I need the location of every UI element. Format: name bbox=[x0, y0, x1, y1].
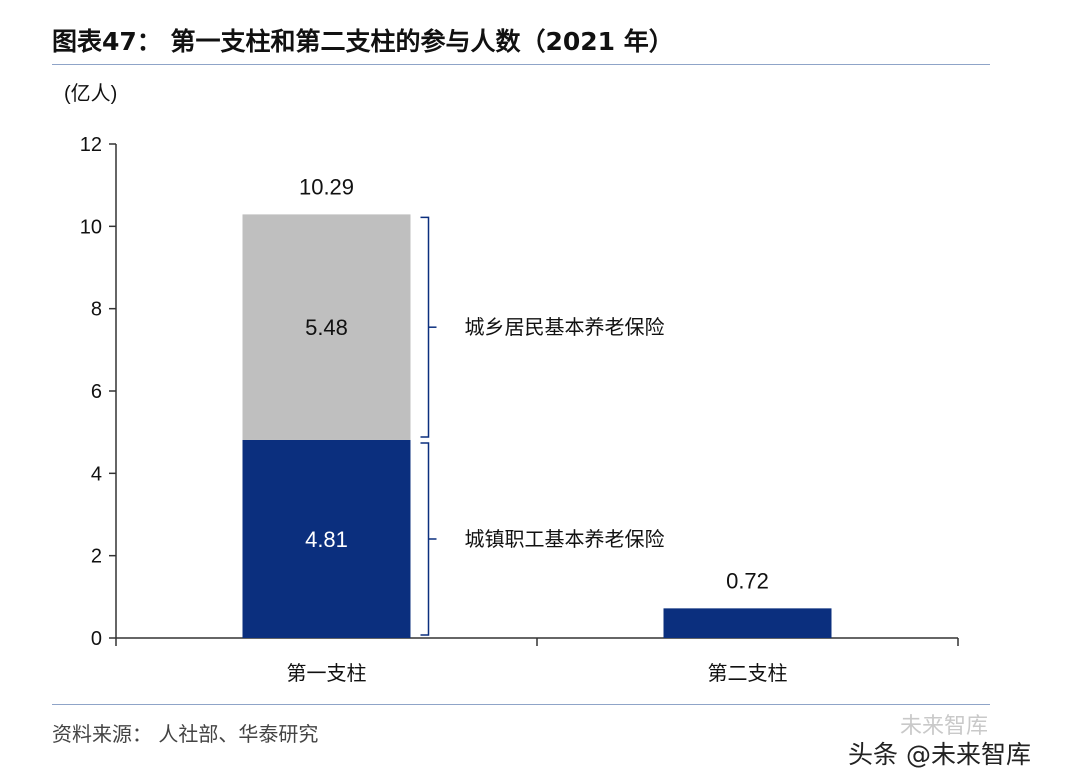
x-category-label: 第二支柱 bbox=[708, 661, 788, 685]
bar-total-label: 0.72 bbox=[726, 568, 769, 593]
series-name-label: 城乡居民基本养老保险 bbox=[465, 315, 665, 339]
bar-segment bbox=[242, 439, 411, 638]
series-bracket bbox=[420, 442, 430, 636]
y-tick-label: 0 bbox=[91, 628, 102, 650]
bar-segment bbox=[663, 608, 832, 638]
y-tick-label: 8 bbox=[91, 299, 102, 321]
bar-value-label: 5.48 bbox=[305, 315, 348, 340]
y-axis-unit-label: (亿人) bbox=[64, 82, 117, 105]
series-bracket bbox=[420, 216, 430, 438]
bar-segment bbox=[242, 214, 411, 440]
y-tick-label: 10 bbox=[80, 216, 102, 238]
x-category-label: 第一支柱 bbox=[287, 661, 367, 685]
bar-value-label: 4.81 bbox=[305, 527, 348, 552]
chart-title: 图表47： 第一支柱和第二支柱的参与人数（2021 年） bbox=[52, 27, 674, 56]
watermark-faint: 未来智库 bbox=[900, 714, 989, 739]
series-name-label: 城镇职工基本养老保险 bbox=[465, 527, 665, 551]
title-divider bbox=[52, 64, 990, 65]
source-note: 资料来源： 人社部、华泰研究 bbox=[52, 722, 319, 746]
y-tick-label: 2 bbox=[91, 546, 102, 568]
bar-total-label: 10.29 bbox=[299, 174, 354, 199]
y-tick-label: 6 bbox=[91, 381, 102, 403]
source-divider bbox=[52, 704, 990, 705]
y-tick-label: 4 bbox=[91, 463, 102, 485]
y-tick-label: 12 bbox=[80, 134, 102, 156]
stacked-bar-chart: (亿人) 0 2 4 6 8 10 12 4.81 5.48 10.29 第一支柱 0.72 第二支柱 城镇… bbox=[64, 82, 959, 685]
watermark: 头条 @未来智库 bbox=[848, 740, 1031, 769]
